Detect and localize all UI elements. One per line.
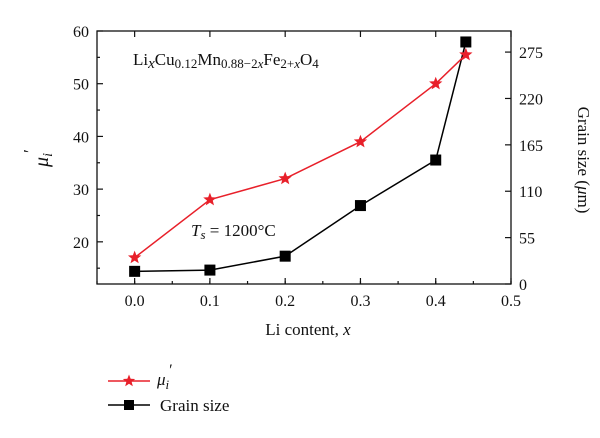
x-tick-label: 0.0 xyxy=(125,293,145,310)
y-left-tick-label: 30 xyxy=(73,182,89,199)
y-axis-left: 20 30 40 50 60 xyxy=(73,24,103,269)
legend-label-grain-size: Grain size xyxy=(160,396,229,415)
legend-marker-square xyxy=(124,400,134,410)
plot-border xyxy=(96,30,512,285)
y-axis-right: 0 55 110 165 220 275 xyxy=(505,45,543,294)
legend-entry-grain-size: Grain size xyxy=(108,396,229,415)
data-point-grain-size xyxy=(279,250,291,262)
legend-label-mu: μi′ xyxy=(156,362,173,392)
legend-entry-mu: μi′ xyxy=(108,362,173,392)
svg-text:μi′: μi′ xyxy=(20,149,56,168)
y-right-axis-label: Grain size (μm) xyxy=(574,107,593,214)
x-tick-label: 0.5 xyxy=(501,293,521,310)
x-axis-label: Li content, x xyxy=(265,320,351,339)
y-right-tick-label: 110 xyxy=(519,184,542,201)
y-right-tick-label: 165 xyxy=(519,138,543,155)
x-tick-label: 0.1 xyxy=(200,293,220,310)
x-tick-label: 0.2 xyxy=(275,293,295,310)
formula-annotation: LixCu0.12Mn0.88−2xFe2+xO4 xyxy=(133,50,319,72)
data-point-grain-size xyxy=(129,265,141,277)
series-line-mu xyxy=(134,54,467,259)
y-right-tick-label: 55 xyxy=(519,231,535,248)
y-right-tick-label: 275 xyxy=(519,45,543,62)
data-point-mu xyxy=(459,47,473,61)
x-tick-label: 0.4 xyxy=(426,293,446,310)
series-line-grain-size xyxy=(134,41,467,273)
y-left-axis-label: μi′ xyxy=(20,149,56,168)
y-left-tick-label: 50 xyxy=(73,77,89,94)
series-layer xyxy=(127,36,473,277)
legend-marker-star xyxy=(122,374,136,387)
data-point-mu xyxy=(278,171,292,185)
plot-frame xyxy=(96,30,512,285)
data-point-mu xyxy=(127,250,142,264)
temperature-annotation: Ts = 1200°C xyxy=(191,221,276,242)
legend: μi′ Grain size xyxy=(108,362,229,415)
data-point-grain-size xyxy=(354,200,366,212)
y-left-tick-label: 40 xyxy=(73,129,89,146)
y-right-tick-label: 0 xyxy=(519,277,527,294)
data-point-mu xyxy=(203,192,217,206)
data-point-grain-size xyxy=(430,154,442,166)
x-tick-label: 0.3 xyxy=(350,293,370,310)
y-right-tick-label: 220 xyxy=(519,91,543,108)
x-axis: 0.0 0.1 0.2 0.3 0.4 0.5 xyxy=(96,31,521,310)
y-left-tick-label: 60 xyxy=(73,24,89,41)
data-point-mu xyxy=(429,76,443,90)
data-point-mu xyxy=(353,134,368,148)
data-point-grain-size xyxy=(204,264,216,276)
data-point-grain-size xyxy=(460,36,472,48)
y-left-tick-label: 20 xyxy=(73,235,89,252)
